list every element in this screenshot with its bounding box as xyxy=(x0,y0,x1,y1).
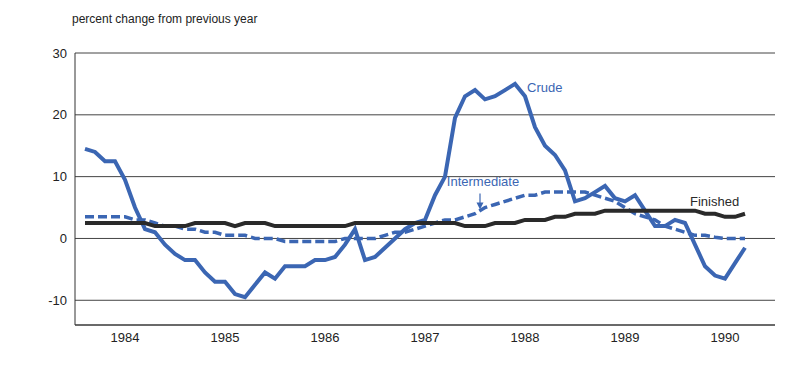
svg-text:1987: 1987 xyxy=(411,330,440,345)
svg-text:10: 10 xyxy=(53,169,67,184)
svg-text:1986: 1986 xyxy=(311,330,340,345)
svg-text:0: 0 xyxy=(60,231,67,246)
svg-text:1989: 1989 xyxy=(611,330,640,345)
svg-text:Finished: Finished xyxy=(690,194,739,209)
svg-text:1984: 1984 xyxy=(111,330,140,345)
svg-text:1985: 1985 xyxy=(211,330,240,345)
svg-text:1990: 1990 xyxy=(711,330,740,345)
svg-text:20: 20 xyxy=(53,107,67,122)
svg-text:Crude: Crude xyxy=(527,80,562,95)
svg-text:1988: 1988 xyxy=(511,330,540,345)
html-text:percent change from previous y: percent change from previous year xyxy=(72,12,258,26)
svg-text:-10: -10 xyxy=(48,293,67,308)
svg-text:30: 30 xyxy=(53,46,67,61)
svg-text:Intermediate: Intermediate xyxy=(447,174,519,189)
